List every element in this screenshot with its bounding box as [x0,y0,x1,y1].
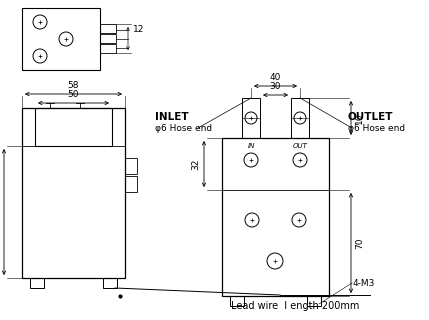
Text: 40: 40 [270,73,281,82]
Bar [291,98,309,138]
Bar [22,108,125,278]
Bar [103,278,117,288]
Text: φ6 Hose end: φ6 Hose end [348,124,405,133]
Bar [230,296,244,306]
Bar [35,108,112,146]
Text: φ6 Hose end: φ6 Hose end [155,124,212,133]
Bar [242,98,260,138]
Text: 4-M3: 4-M3 [353,278,375,287]
Bar [125,158,137,174]
Bar [307,296,321,306]
Bar [100,24,116,33]
Bar [100,44,116,53]
Text: OUT: OUT [293,143,308,149]
Text: 30: 30 [270,82,281,91]
Text: INLET: INLET [155,112,189,122]
Text: 70: 70 [355,237,364,249]
Text: 10: 10 [355,112,364,124]
Text: OUTLET: OUTLET [348,112,393,122]
Text: 12: 12 [133,26,145,35]
Text: IN: IN [247,143,255,149]
Bar [22,8,100,70]
Bar [30,278,44,288]
Bar [125,176,137,192]
Bar [222,138,329,296]
Text: Lead wire  l ength 200mm: Lead wire l ength 200mm [231,301,359,311]
Text: 32: 32 [191,158,200,170]
Text: 50: 50 [68,90,79,99]
Bar [100,34,116,43]
Text: 58: 58 [68,81,79,90]
